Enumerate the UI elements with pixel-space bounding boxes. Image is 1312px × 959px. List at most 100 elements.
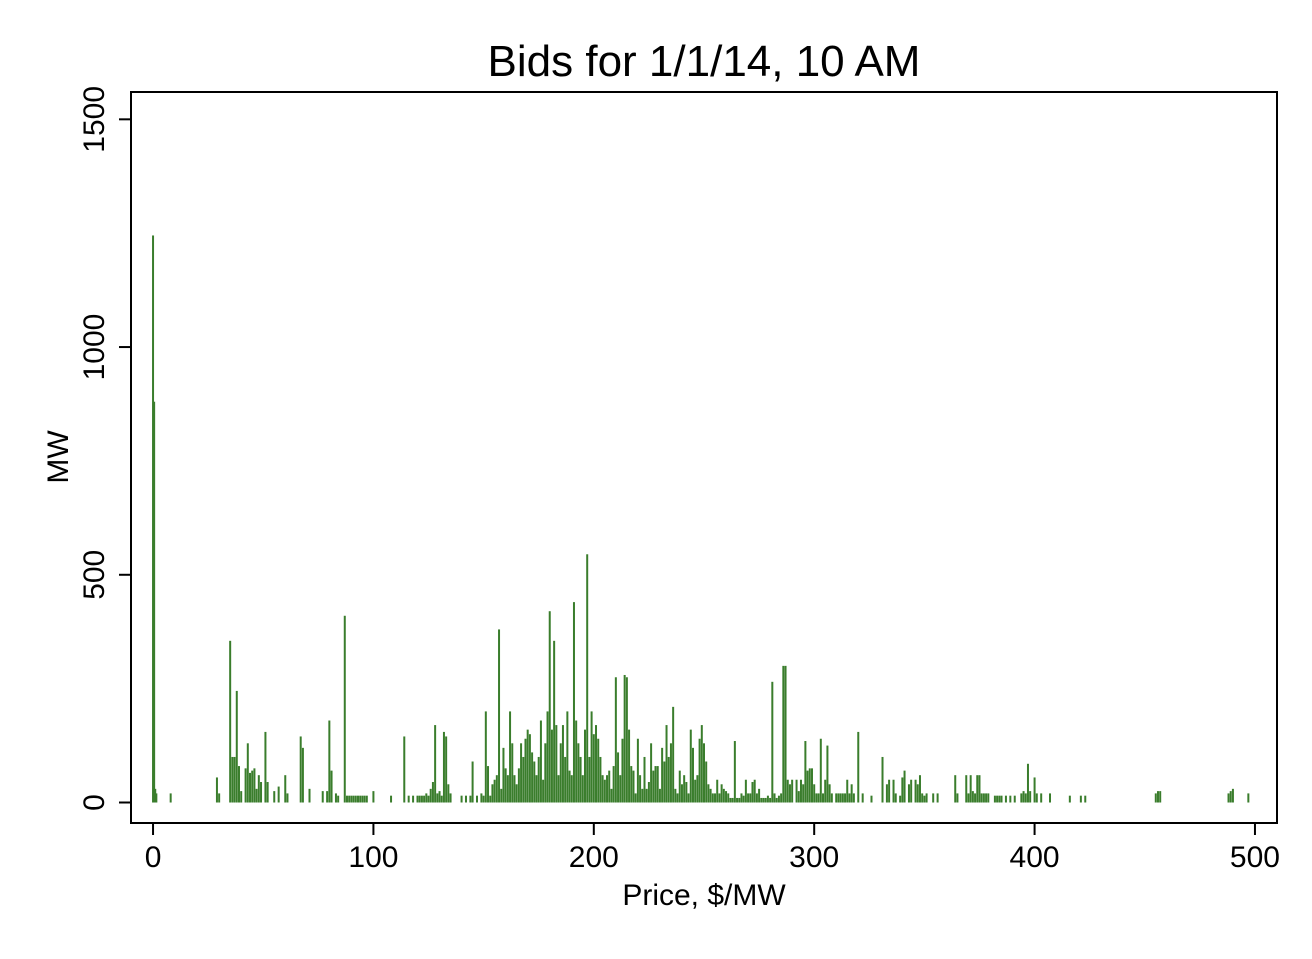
bar <box>555 725 558 803</box>
bar <box>1247 793 1250 803</box>
bar <box>835 793 838 803</box>
bar <box>619 775 622 803</box>
bar <box>537 756 540 803</box>
bar <box>568 770 571 803</box>
bar <box>791 779 794 803</box>
bar <box>588 756 591 803</box>
bar <box>819 738 822 803</box>
bar <box>766 795 769 803</box>
bar <box>663 761 666 803</box>
bar <box>480 793 483 803</box>
bar <box>932 793 935 803</box>
bar <box>656 766 659 803</box>
bar <box>729 797 732 803</box>
y-tick-label: 500 <box>78 550 111 600</box>
bar <box>782 665 785 803</box>
bar <box>921 793 924 803</box>
bar <box>771 681 774 803</box>
bar <box>286 793 289 803</box>
bar <box>617 752 620 803</box>
bar <box>531 752 534 803</box>
bar <box>528 734 531 803</box>
x-tick-label: 100 <box>348 841 398 874</box>
bar <box>910 779 913 803</box>
bar <box>998 795 1001 803</box>
bar <box>971 791 974 803</box>
bar <box>566 711 569 803</box>
bar <box>595 725 598 803</box>
bar <box>515 784 518 803</box>
bar <box>553 640 556 803</box>
bar <box>447 784 450 803</box>
bar <box>749 793 752 803</box>
bar <box>502 747 505 803</box>
bar <box>914 779 917 803</box>
bar <box>630 766 633 803</box>
bar <box>418 795 421 803</box>
bar <box>511 743 514 803</box>
bar <box>1029 791 1032 803</box>
bar <box>544 743 547 803</box>
bar <box>857 731 860 803</box>
bar <box>703 743 705 803</box>
bar <box>548 611 551 803</box>
bar <box>632 770 635 803</box>
bar <box>669 743 672 803</box>
bar <box>498 629 501 803</box>
bar <box>936 793 939 803</box>
bar <box>652 770 655 803</box>
bar <box>885 784 888 803</box>
bar <box>1049 793 1051 803</box>
bar <box>599 756 602 803</box>
bar <box>1000 795 1003 803</box>
bar <box>581 775 584 803</box>
bar <box>427 795 430 803</box>
bar <box>235 690 238 803</box>
bar <box>240 791 243 803</box>
bar <box>711 793 714 803</box>
bar <box>603 779 606 803</box>
bar <box>509 711 512 803</box>
bar <box>215 777 218 803</box>
x-axis-label: Price, $/MW <box>622 879 786 912</box>
bar <box>751 782 754 803</box>
bar <box>813 784 816 803</box>
bar <box>925 793 928 803</box>
bar <box>590 711 593 803</box>
bar <box>425 793 428 803</box>
bar <box>299 736 302 803</box>
bar <box>169 793 172 803</box>
bar <box>337 795 340 803</box>
bar <box>350 795 353 803</box>
bar <box>564 756 567 803</box>
bar <box>841 793 844 803</box>
bar <box>698 738 701 803</box>
bar <box>689 729 692 803</box>
bar <box>429 788 432 803</box>
bar <box>758 788 761 803</box>
bar <box>956 793 959 803</box>
bar <box>808 768 811 803</box>
bar <box>464 795 467 803</box>
bar <box>725 791 728 803</box>
bar <box>802 784 805 803</box>
bar <box>641 788 644 803</box>
bar <box>423 795 426 803</box>
bar <box>251 770 254 803</box>
bar <box>861 793 864 803</box>
bar <box>727 793 730 803</box>
bar <box>881 756 884 803</box>
chart-title: Bids for 1/1/14, 10 AM <box>488 37 921 86</box>
bar <box>709 788 712 803</box>
y-axis-label: MW <box>42 430 75 484</box>
bar <box>345 795 348 803</box>
bar <box>500 788 503 803</box>
bar <box>1026 763 1029 803</box>
bar <box>361 795 364 803</box>
bar <box>969 775 972 803</box>
bar <box>606 775 609 803</box>
bar <box>639 775 642 803</box>
bar <box>436 793 439 803</box>
bar <box>359 795 362 803</box>
bar <box>993 795 996 803</box>
